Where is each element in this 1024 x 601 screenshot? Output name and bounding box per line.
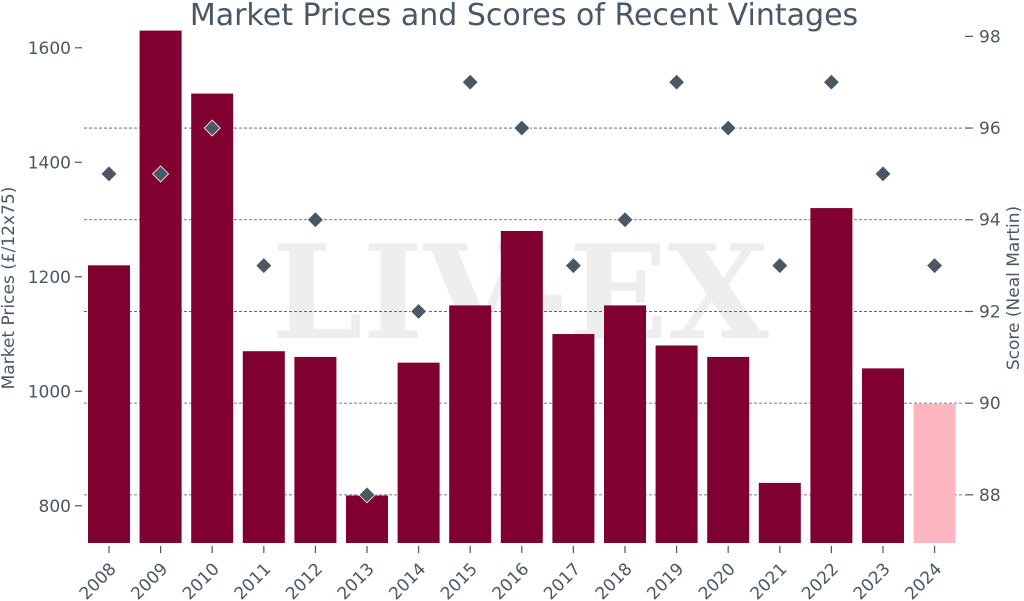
score-marker [100, 165, 118, 183]
score-marker [771, 257, 789, 275]
left-axis-ticks: 800 1000 1200 1400 1600 [28, 39, 82, 517]
chart-title: Market Prices and Scores of Recent Vinta… [190, 0, 858, 33]
bar [500, 230, 543, 543]
bar [449, 305, 492, 543]
score-marker [410, 302, 428, 321]
bar [707, 356, 750, 543]
x-tick-label: 2012 [282, 559, 327, 601]
x-tick-label: 2015 [437, 559, 482, 601]
bar [655, 345, 698, 543]
score-marker [874, 165, 892, 183]
bar [604, 305, 646, 543]
y-tick-label: 1000 [28, 382, 71, 402]
score-marker [513, 119, 531, 137]
score-marker [822, 73, 840, 91]
bar [88, 265, 130, 543]
score-marker [616, 211, 634, 229]
bar [862, 368, 904, 543]
right-axis-ticks: 88 90 92 94 96 98 [965, 27, 1001, 506]
x-tick-label: 2008 [76, 559, 121, 601]
x-tick-label: 2022 [798, 559, 843, 601]
y-tick-label: 1400 [28, 153, 71, 173]
bar [758, 482, 801, 543]
x-tick-label: 2016 [489, 559, 534, 601]
y-axis-label: Market Prices (£/12x75) [0, 187, 19, 390]
x-tick-label: 2009 [127, 559, 172, 601]
y2-tick-label: 92 [979, 302, 1001, 322]
score-marker [668, 73, 686, 91]
y-tick-label: 800 [39, 497, 71, 517]
score-markers [100, 73, 944, 504]
score-marker [461, 73, 479, 91]
bar [913, 403, 956, 543]
score-marker [255, 257, 273, 275]
x-tick-label: 2014 [385, 559, 430, 601]
bar [397, 362, 440, 543]
x-tick-label: 2020 [695, 559, 740, 601]
bar [552, 334, 595, 543]
x-tick-label: 2023 [850, 559, 895, 601]
bar-series [88, 30, 956, 544]
x-tick-label: 2018 [592, 559, 637, 601]
score-marker [203, 119, 221, 137]
x-tick-label: 2021 [747, 559, 792, 601]
score-marker [358, 486, 376, 504]
bar [810, 208, 853, 543]
bar [139, 30, 182, 544]
y-tick-label: 1200 [28, 268, 71, 288]
x-tick-label: 2011 [231, 559, 276, 601]
y2-tick-label: 98 [979, 27, 1001, 47]
x-tick-label: 2017 [540, 559, 585, 601]
y2-tick-label: 96 [979, 119, 1001, 139]
y2-tick-label: 94 [979, 211, 1001, 231]
score-marker [926, 257, 944, 275]
score-marker [564, 257, 582, 275]
bar [242, 351, 285, 543]
score-marker [152, 165, 170, 183]
y2-tick-label: 90 [979, 394, 1001, 414]
y2-axis-label: Score (Neal Martin) [1004, 206, 1024, 370]
bar [294, 356, 337, 543]
x-tick-label: 2019 [643, 559, 688, 601]
y-tick-label: 1600 [28, 39, 71, 59]
x-tick-label: 2024 [901, 559, 946, 601]
score-marker [719, 119, 737, 137]
x-tick-label: 2010 [179, 559, 224, 601]
x-tick-label: 2013 [334, 559, 379, 601]
bar [191, 93, 234, 544]
score-marker [306, 211, 324, 229]
x-axis-ticks: 2008 2009 2010 2011 2012 2013 2014 2015 2016 2017… [76, 546, 946, 601]
y2-tick-label: 88 [979, 486, 1001, 506]
